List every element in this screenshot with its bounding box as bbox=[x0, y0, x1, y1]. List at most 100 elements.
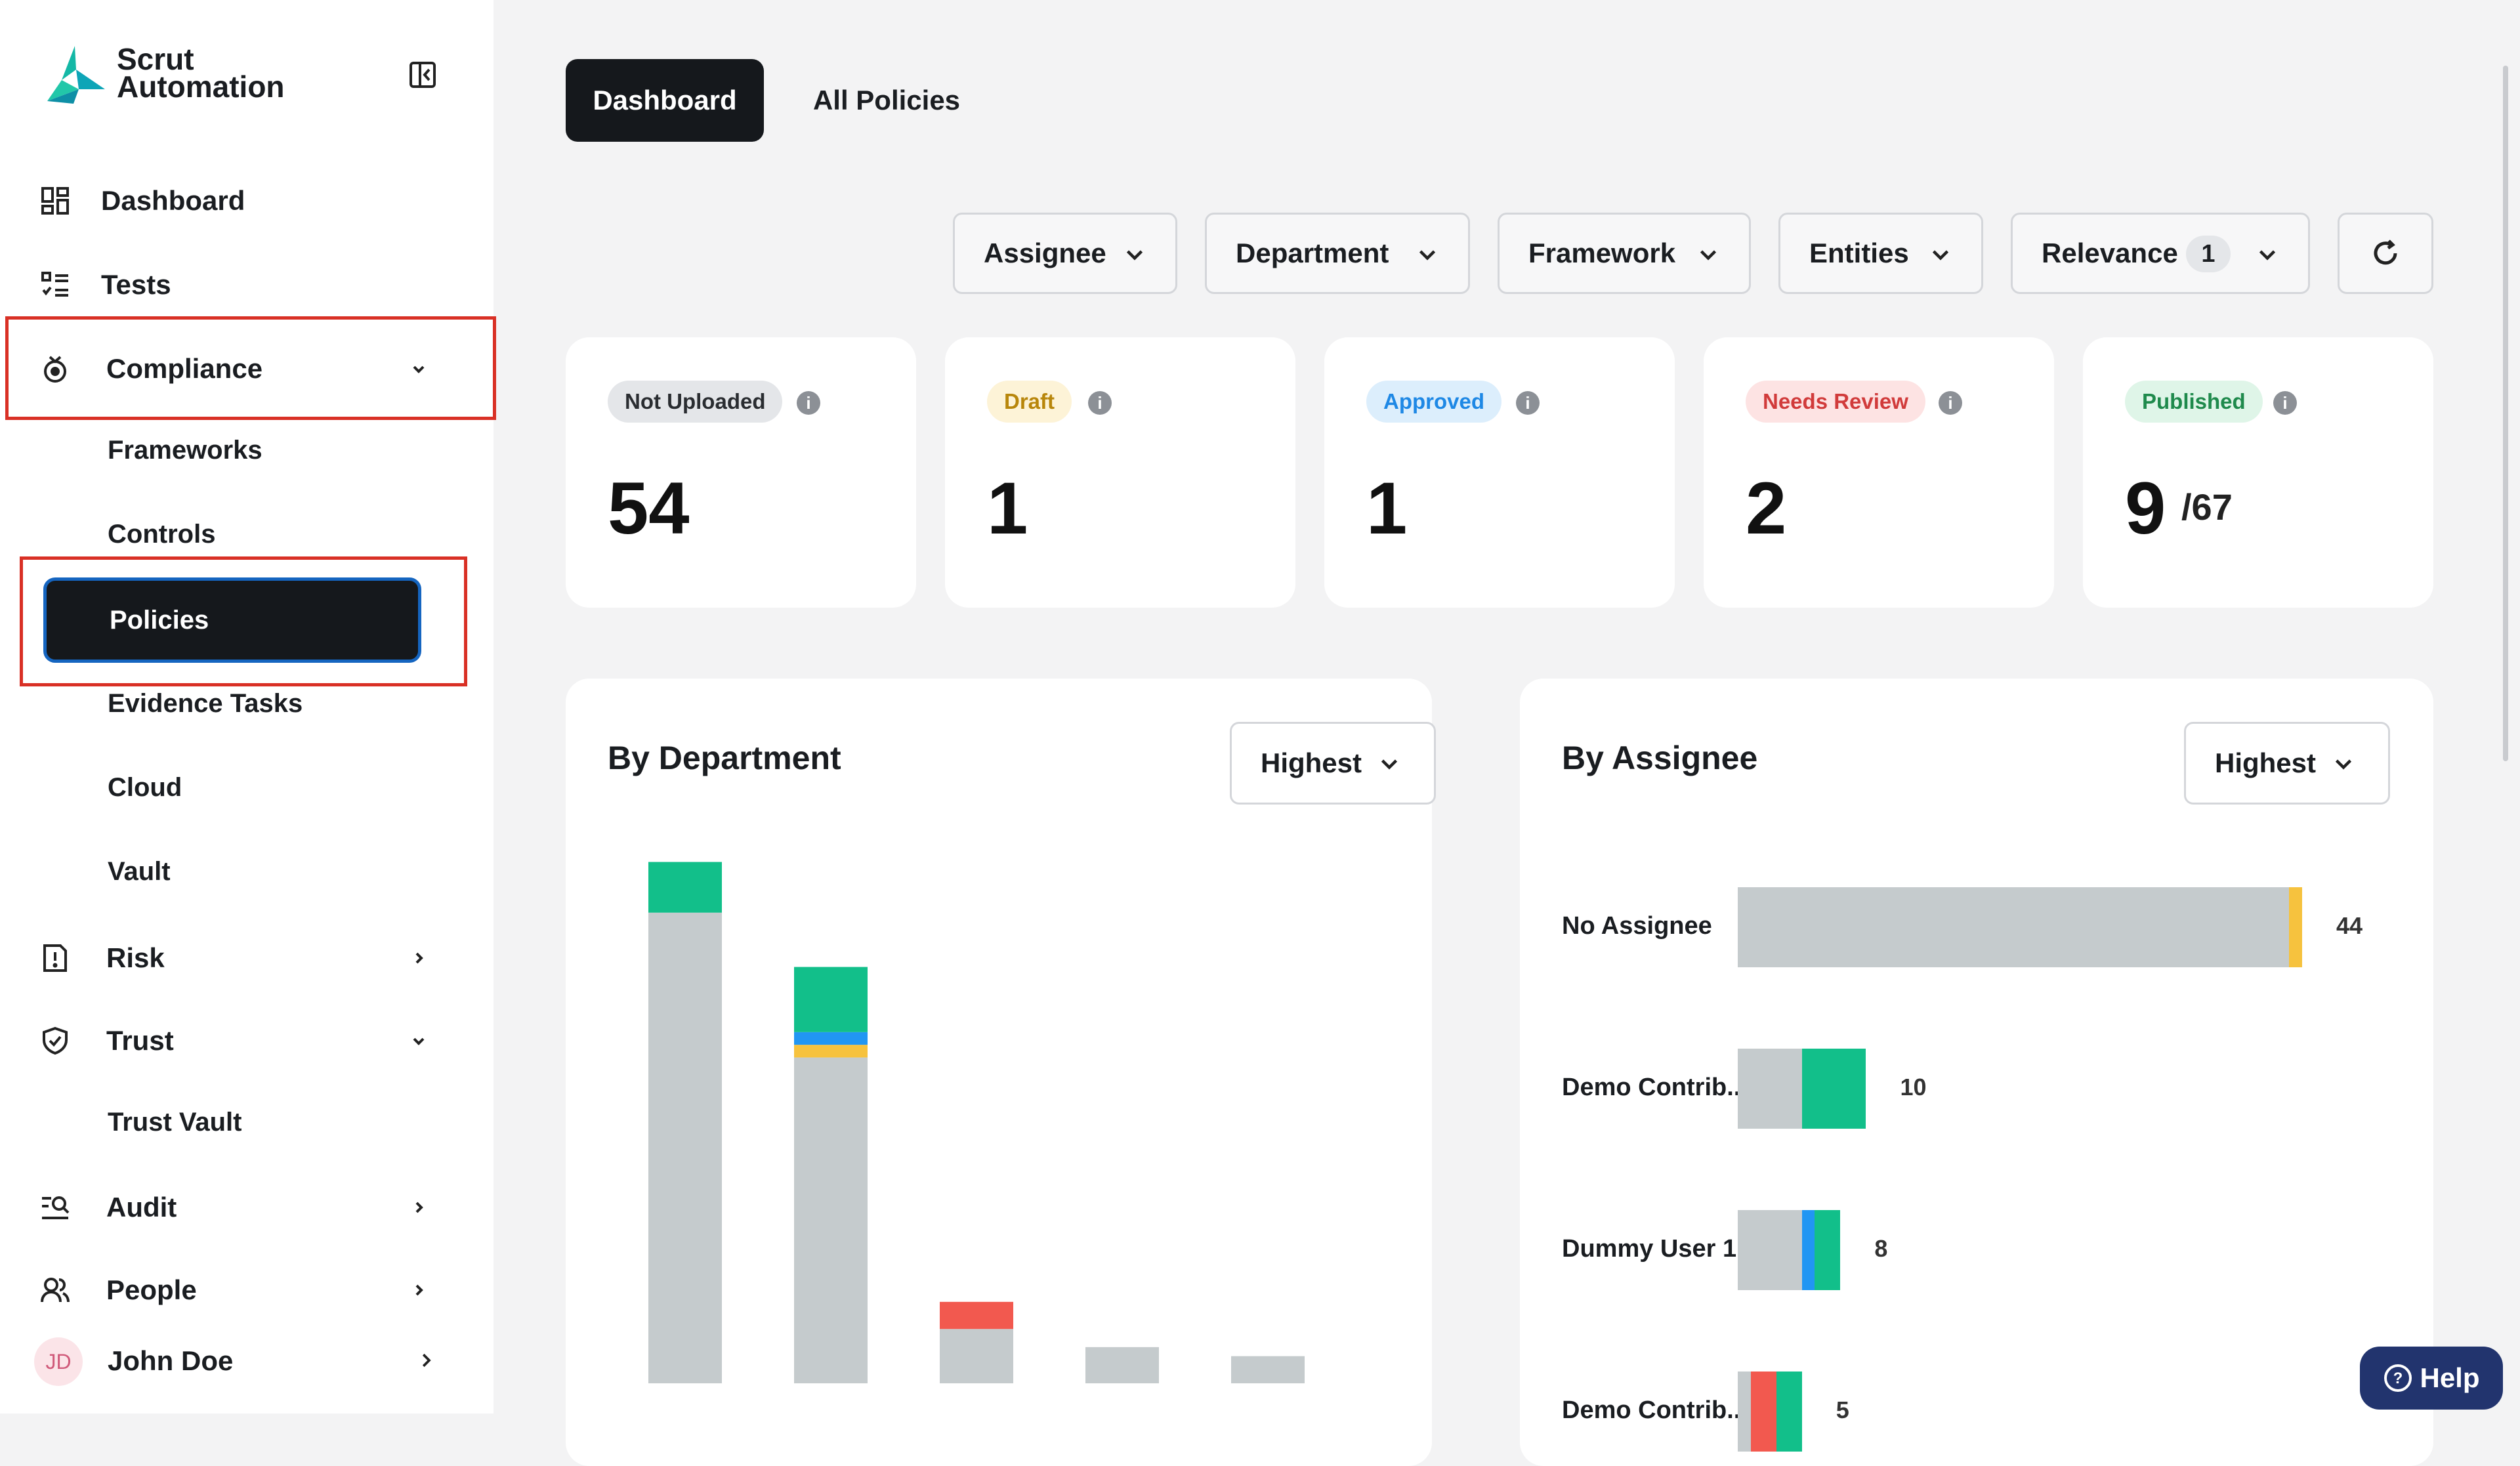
assignee-bar-segment[interactable] bbox=[1776, 1372, 1802, 1452]
sidebar-subitem-frameworks[interactable]: Frameworks bbox=[108, 436, 262, 465]
sidebar-subitem-trust-vault[interactable]: Trust Vault bbox=[108, 1108, 242, 1137]
refresh-button[interactable] bbox=[2338, 213, 2433, 294]
assignee-bar-segment[interactable] bbox=[1738, 887, 2290, 967]
department-bar-segment[interactable] bbox=[1085, 1347, 1159, 1383]
assignee-total: 44 bbox=[2336, 912, 2363, 939]
info-icon[interactable]: i bbox=[1939, 391, 1962, 415]
chevron-right-icon bbox=[407, 946, 430, 970]
department-bar-segment[interactable] bbox=[648, 912, 722, 1383]
assignee-filter[interactable]: Assignee bbox=[953, 213, 1177, 294]
department-bar-chart bbox=[648, 862, 1305, 1383]
avatar-initials: JD bbox=[45, 1349, 72, 1373]
assignee-bar-segment[interactable] bbox=[1815, 1210, 1841, 1290]
status-card-approved[interactable]: Approved i 1 bbox=[1324, 337, 1675, 608]
sidebar-subitem-evidence-tasks[interactable]: Evidence Tasks bbox=[108, 689, 303, 718]
info-icon[interactable]: i bbox=[2273, 391, 2297, 415]
chevron-right-icon bbox=[407, 1278, 430, 1302]
department-bar-segment[interactable] bbox=[794, 1032, 868, 1045]
help-button[interactable]: ? Help bbox=[2360, 1347, 2503, 1410]
status-count: 2 bbox=[1746, 467, 1787, 549]
info-icon[interactable]: i bbox=[797, 391, 820, 415]
assignee-bar-segment[interactable] bbox=[1738, 1049, 1802, 1129]
sidebar-subitem-vault[interactable]: Vault bbox=[108, 857, 171, 886]
panel-title: By Assignee bbox=[1562, 740, 1758, 776]
assignee-bar-segment[interactable] bbox=[1750, 1372, 1776, 1452]
relevance-count-badge: 1 bbox=[2186, 236, 2231, 272]
department-bar-segment[interactable] bbox=[940, 1329, 1013, 1383]
collapse-sidebar-icon[interactable] bbox=[408, 60, 437, 89]
assignee-bar-segment[interactable] bbox=[1801, 1049, 1866, 1129]
user-name: John Doe bbox=[108, 1345, 234, 1376]
sidebar-item-people[interactable]: People bbox=[0, 1257, 494, 1323]
status-count: 54 bbox=[608, 467, 690, 549]
sidebar-subitem-controls[interactable]: Controls bbox=[108, 520, 216, 549]
sidebar-item-risk[interactable]: Risk bbox=[0, 925, 494, 991]
sidebar-item-label: Trust bbox=[106, 1025, 174, 1056]
department-bar-segment[interactable] bbox=[648, 862, 722, 913]
sidebar-item-tests[interactable]: Tests bbox=[0, 252, 494, 318]
status-card-draft[interactable]: Draft i 1 bbox=[945, 337, 1295, 608]
panel-title: By Department bbox=[608, 740, 841, 776]
scrollbar-thumb[interactable] bbox=[2503, 66, 2508, 761]
sidebar-subitem-cloud[interactable]: Cloud bbox=[108, 773, 182, 802]
info-icon[interactable]: i bbox=[1516, 391, 1540, 415]
filter-label: Department bbox=[1236, 238, 1389, 268]
sidebar-subitem-policies[interactable]: Policies bbox=[43, 577, 421, 663]
sidebar-item-trust[interactable]: Trust bbox=[0, 1008, 494, 1074]
user-menu[interactable]: JD John Doe bbox=[0, 1330, 494, 1395]
department-bar-segment[interactable] bbox=[794, 1057, 868, 1383]
tab-all-policies[interactable]: All Policies bbox=[791, 59, 982, 142]
tab-dashboard[interactable]: Dashboard bbox=[566, 59, 764, 142]
sidebar-item-label: Dashboard bbox=[101, 185, 245, 216]
assignee-bar-segment[interactable] bbox=[1801, 1210, 1815, 1290]
dashboard-grid-icon bbox=[38, 184, 72, 218]
svg-text:?: ? bbox=[2393, 1370, 2403, 1387]
status-badge: Published bbox=[2125, 381, 2263, 423]
sidebar-item-audit[interactable]: Audit bbox=[0, 1175, 494, 1240]
department-bar-segment[interactable] bbox=[940, 1301, 1013, 1330]
entities-filter[interactable]: Entities bbox=[1778, 213, 1983, 294]
assignee-label: Demo Contrib... bbox=[1562, 1396, 1748, 1424]
department-bar-segment[interactable] bbox=[794, 1045, 868, 1058]
filter-label: Assignee bbox=[984, 238, 1106, 268]
assignee-total: 8 bbox=[1874, 1235, 1888, 1262]
tab-label: All Policies bbox=[812, 85, 961, 115]
chevron-right-icon bbox=[407, 1196, 430, 1219]
status-count: 9 bbox=[2125, 467, 2166, 549]
compliance-medal-icon bbox=[38, 352, 72, 386]
assignee-bar-segment[interactable] bbox=[2289, 887, 2302, 967]
assignee-bar-segment[interactable] bbox=[1738, 1210, 1802, 1290]
filter-label: Entities bbox=[1809, 238, 1909, 268]
chevron-down-icon bbox=[2259, 250, 2276, 261]
sidebar-item-compliance[interactable]: Compliance bbox=[0, 336, 494, 402]
refresh-icon bbox=[2374, 240, 2397, 265]
shield-check-icon bbox=[38, 1024, 72, 1058]
status-badge: Needs Review bbox=[1746, 381, 1925, 423]
info-icon[interactable]: i bbox=[1088, 391, 1112, 415]
help-question-icon: ? bbox=[2384, 1364, 2412, 1392]
status-card-published[interactable]: Published i 9 /67 bbox=[2083, 337, 2433, 608]
assignee-total: 5 bbox=[1836, 1396, 1849, 1423]
framework-filter[interactable]: Framework bbox=[1498, 213, 1751, 294]
status-count: 1 bbox=[987, 467, 1028, 549]
assignee-label: Demo Contrib... bbox=[1562, 1074, 1748, 1101]
chevron-down-icon bbox=[1700, 250, 1717, 261]
chevron-down-icon bbox=[2335, 759, 2352, 770]
select-label: Highest bbox=[1261, 747, 1362, 778]
assignee-sort-select[interactable]: Highest bbox=[2184, 722, 2390, 805]
sidebar: Scrut Automation Dashboard Tests Complia… bbox=[0, 0, 496, 1414]
chevron-down-icon bbox=[407, 357, 430, 381]
assignee-bar-segment[interactable] bbox=[1738, 1372, 1751, 1452]
filter-label: Relevance bbox=[2042, 238, 2178, 268]
status-card-not-uploaded[interactable]: Not Uploaded i 54 bbox=[566, 337, 916, 608]
status-total: /67 bbox=[2181, 486, 2233, 528]
department-bar-segment[interactable] bbox=[1231, 1356, 1305, 1383]
sidebar-item-dashboard[interactable]: Dashboard bbox=[0, 168, 494, 234]
department-filter[interactable]: Department bbox=[1205, 213, 1470, 294]
status-card-needs-review[interactable]: Needs Review i 2 bbox=[1704, 337, 2054, 608]
relevance-filter[interactable]: Relevance 1 bbox=[2011, 213, 2310, 294]
by-assignee-panel: By Assignee Highest No Assignee 44 Demo Co… bbox=[1520, 679, 2433, 1466]
department-sort-select[interactable]: Highest bbox=[1230, 722, 1436, 805]
assignee-total: 10 bbox=[1900, 1074, 1927, 1100]
department-bar-segment[interactable] bbox=[794, 967, 868, 1032]
